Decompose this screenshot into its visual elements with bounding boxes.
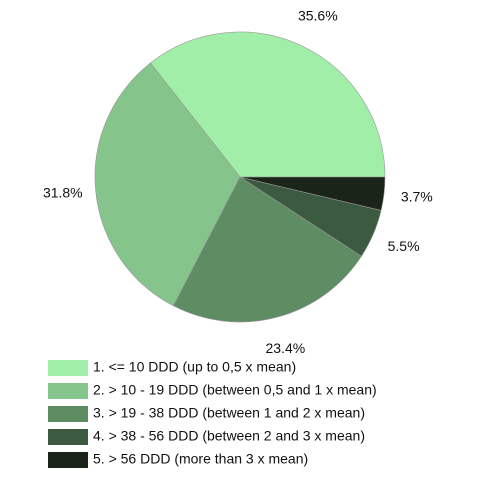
data-label: 5.5% bbox=[388, 238, 420, 254]
legend-swatch bbox=[48, 383, 88, 399]
data-label: 23.4% bbox=[265, 340, 305, 356]
legend-label: 2. > 10 - 19 DDD (between 0,5 and 1 x me… bbox=[93, 382, 377, 398]
legend-label: 4. > 38 - 56 DDD (between 2 and 3 x mean… bbox=[93, 428, 365, 444]
data-label: 35.6% bbox=[298, 8, 338, 24]
pie-slice bbox=[94, 62, 241, 307]
pie-slice bbox=[149, 31, 386, 178]
pie-slice bbox=[239, 176, 386, 211]
data-label: 31.8% bbox=[43, 184, 83, 200]
legend-swatch bbox=[48, 360, 88, 376]
legend-label: 1. <= 10 DDD (up to 0,5 x mean) bbox=[93, 359, 296, 375]
legend-label: 5. > 56 DDD (more than 3 x mean) bbox=[93, 451, 308, 467]
legend-swatch bbox=[48, 429, 88, 445]
legend-swatch bbox=[48, 452, 88, 468]
legend-swatch bbox=[48, 406, 88, 422]
legend-label: 3. > 19 - 38 DDD (between 1 and 2 x mean… bbox=[93, 405, 365, 421]
pie-slice bbox=[172, 176, 362, 323]
data-label: 3.7% bbox=[401, 188, 433, 204]
